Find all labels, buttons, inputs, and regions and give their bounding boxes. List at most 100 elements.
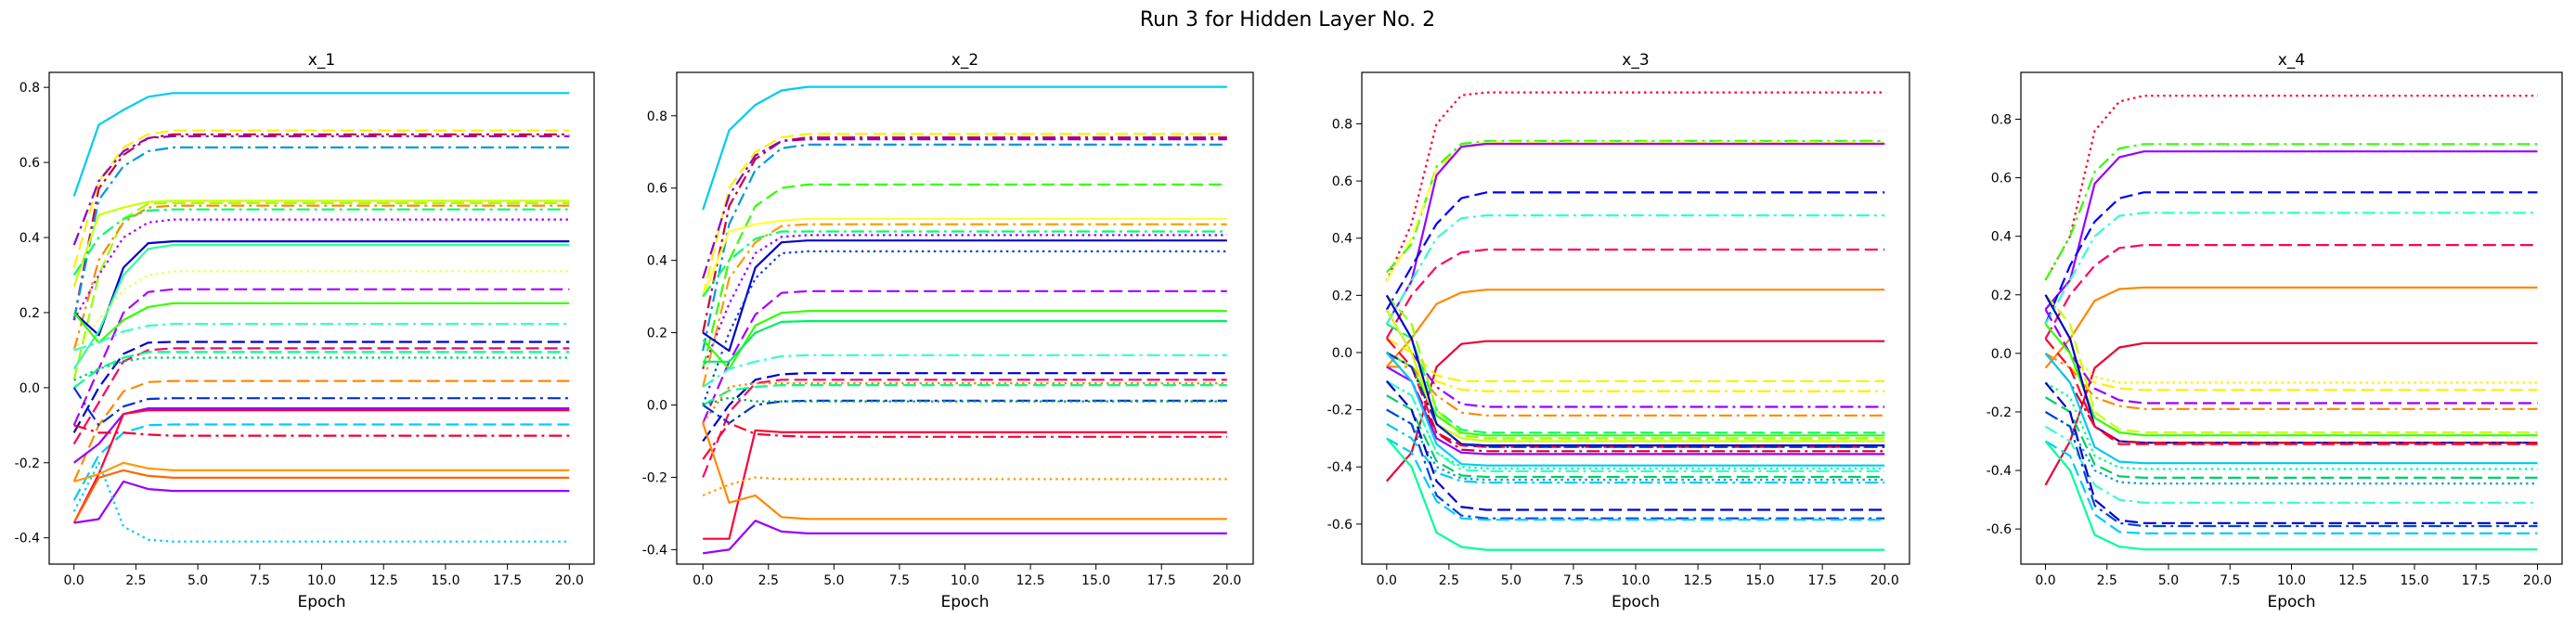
- subplot-title: x_3: [1622, 51, 1649, 70]
- y-tick-label: -0.2: [1987, 405, 2012, 420]
- series-line-4: [72, 135, 570, 246]
- plot-frame: [676, 71, 1254, 565]
- series-line-14: [702, 310, 1227, 370]
- y-tick-label: -0.6: [1987, 522, 2012, 537]
- series-line-8: [702, 223, 1227, 388]
- y-tick-label: -0.4: [1987, 464, 2012, 479]
- x-tick-label: 5.0: [2158, 573, 2179, 588]
- series-line-28: [1386, 423, 1885, 484]
- series-line-25: [2044, 440, 2538, 535]
- subplot-3: 0.0 2.5 5.0 7.5 10.0 12.5 15.0 17.5 20.0 -0.6 -0.4…: [1327, 51, 1910, 611]
- x-tick-label: 0.0: [2035, 573, 2055, 588]
- y-tick-label: 0.2: [1332, 289, 1353, 303]
- series-line-29: [1385, 380, 1885, 511]
- series-line-5: [702, 143, 1227, 352]
- x-tick-label: 2.5: [2097, 573, 2117, 588]
- x-tick-label: 2.5: [758, 573, 779, 588]
- y-tick-label: 0.2: [647, 327, 667, 341]
- series-line-13: [2044, 294, 2538, 434]
- series-line-10: [1386, 337, 1885, 382]
- x-tick-label: 10.0: [307, 573, 336, 588]
- series-line-13: [1386, 366, 1885, 417]
- x-tick-label: 20.0: [2523, 573, 2552, 588]
- y-tick-label: 0.6: [19, 156, 40, 171]
- series-line-9: [1385, 340, 1885, 482]
- y-tick-label: 0.8: [1332, 117, 1353, 132]
- series-line-5: [2044, 212, 2538, 325]
- x-axis-label: Epoch: [1612, 593, 1660, 611]
- x-tick-label: 17.5: [1147, 573, 1176, 588]
- series-line-21: [72, 379, 570, 482]
- series-line-22: [702, 396, 1227, 406]
- y-tick-label: -0.4: [642, 543, 667, 558]
- series-line-25: [1386, 379, 1885, 472]
- subplots: 0.0 2.5 5.0 7.5 10.0 12.5 15.0 17.5 20.0 -0.4 -0.2…: [15, 51, 2563, 611]
- x-tick-label: 2.5: [1439, 573, 1459, 588]
- series-line-9: [702, 230, 1227, 298]
- series-line-20: [1386, 352, 1885, 448]
- series-line-6: [72, 199, 570, 287]
- series-line-12: [2044, 352, 2538, 410]
- subplot-2: 0.0 2.5 5.0 7.5 10.0 12.5 15.0 17.5 20.0 -0.4 -0.2…: [642, 51, 1254, 611]
- y-tick-label: 0.8: [1991, 112, 2012, 127]
- series-line-8: [1385, 289, 1885, 368]
- series-group: [2044, 95, 2538, 551]
- series-line-19: [1385, 337, 1885, 448]
- x-tick-label: 5.0: [188, 573, 208, 588]
- y-tick-label: 0.0: [19, 381, 40, 396]
- series-line-15: [703, 320, 1227, 363]
- series-line-15: [1386, 352, 1885, 437]
- series-line-18: [72, 347, 570, 445]
- x-tick-label: 12.5: [1683, 573, 1712, 588]
- series-line-17: [72, 341, 570, 433]
- series-line-14: [72, 288, 570, 426]
- series-line-5: [1385, 191, 1885, 311]
- series-line-15: [72, 302, 570, 344]
- x-tick-label: 0.0: [64, 573, 84, 588]
- y-tick-label: 0.0: [1332, 346, 1353, 361]
- y-tick-label: 0.4: [1991, 230, 2012, 245]
- series-line-10: [72, 218, 570, 321]
- series-group: [72, 92, 570, 543]
- x-tick-label: 7.5: [1563, 573, 1584, 588]
- series-line-20: [73, 356, 570, 381]
- series-line-11: [1386, 366, 1885, 392]
- series-line-16: [73, 323, 570, 352]
- series-group: [702, 85, 1227, 555]
- series-line-1: [2044, 95, 2538, 281]
- series-line-27: [73, 461, 570, 483]
- series-line-2: [72, 129, 570, 268]
- x-tick-label: 15.0: [1746, 573, 1775, 588]
- series-line-23: [2044, 381, 2538, 524]
- x-tick-label: 15.0: [431, 573, 460, 588]
- series-line-3: [702, 136, 1227, 333]
- figure-title: Run 3 for Hidden Layer No. 2: [1140, 8, 1435, 32]
- series-line-17: [702, 372, 1227, 443]
- series-line-4: [702, 138, 1227, 279]
- series-line-18: [1385, 294, 1885, 447]
- subplot-1: 0.0 2.5 5.0 7.5 10.0 12.5 15.0 17.5 20.0 -0.4 -0.2…: [15, 51, 595, 611]
- series-line-6: [1385, 214, 1885, 325]
- series-line-7: [1385, 248, 1885, 340]
- series-line-1: [72, 92, 570, 197]
- series-line-14: [1386, 323, 1885, 434]
- x-tick-label: 10.0: [1621, 573, 1650, 588]
- series-line-7: [2044, 286, 2538, 369]
- x-tick-label: 0.0: [1377, 573, 1397, 588]
- series-line-17: [1385, 309, 1885, 443]
- y-tick-label: 0.2: [1991, 289, 2012, 303]
- x-axis-label: Epoch: [2267, 593, 2315, 611]
- y-tick-label: 0.4: [1332, 232, 1353, 247]
- series-line-22: [2044, 425, 2538, 504]
- y-tick-label: 0.6: [647, 182, 667, 197]
- series-line-26: [702, 422, 1227, 521]
- series-line-25: [73, 424, 570, 437]
- x-tick-label: 17.5: [1808, 573, 1837, 588]
- subplot-title: x_4: [2278, 51, 2305, 70]
- series-line-3: [2044, 150, 2538, 311]
- series-line-26: [2044, 440, 2538, 551]
- x-tick-label: 15.0: [1081, 573, 1110, 588]
- series-line-26: [72, 409, 570, 523]
- series-line-24: [703, 429, 1227, 540]
- series-line-6: [702, 183, 1227, 369]
